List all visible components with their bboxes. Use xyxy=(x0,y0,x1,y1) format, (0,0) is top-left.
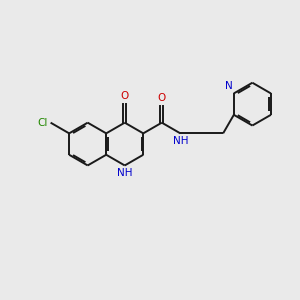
Text: NH: NH xyxy=(117,168,133,178)
Text: NH: NH xyxy=(172,136,188,146)
Text: O: O xyxy=(121,92,129,101)
Text: Cl: Cl xyxy=(37,118,48,128)
Text: O: O xyxy=(158,93,166,103)
Text: N: N xyxy=(225,81,232,91)
